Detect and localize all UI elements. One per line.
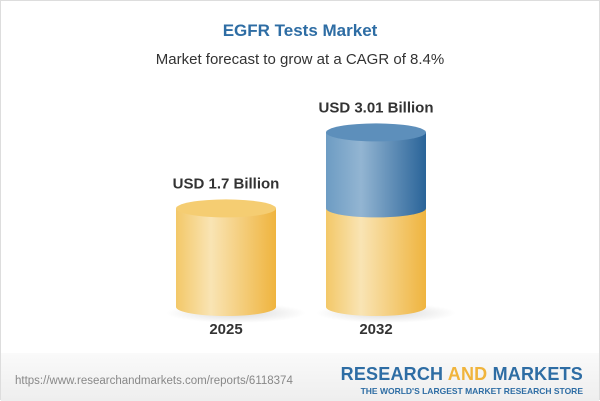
bar-2025: [176, 208, 276, 316]
logo-text-and: AND: [447, 364, 488, 384]
logo-text-research: RESEARCH: [340, 364, 448, 384]
chart-title: EGFR Tests Market: [222, 21, 378, 40]
data-label: USD 1.7 Billion: [173, 175, 280, 192]
bar-growth-segment-2032: [326, 132, 426, 218]
research-and-markets-logo[interactable]: RESEARCH AND MARKETS THE WORLD'S LARGEST…: [341, 365, 583, 396]
bar-top-2032: [326, 123, 426, 142]
bar-top-2025: [176, 199, 276, 218]
report-url[interactable]: https://www.researchandmarkets.com/repor…: [15, 375, 293, 387]
x-tick-label: 2025: [209, 321, 242, 338]
data-label: USD 3.01 Billion: [318, 99, 433, 116]
logo-tagline: THE WORLD'S LARGEST MARKET RESEARCH STOR…: [360, 386, 583, 396]
logo-text-markets: MARKETS: [487, 364, 583, 384]
footer: https://www.researchandmarkets.com/repor…: [1, 353, 599, 401]
bar-base-segment-2032: [326, 208, 426, 316]
x-tick-label: 2032: [359, 321, 392, 338]
chart-subtitle: Market forecast to grow at a CAGR of 8.4…: [155, 51, 445, 68]
